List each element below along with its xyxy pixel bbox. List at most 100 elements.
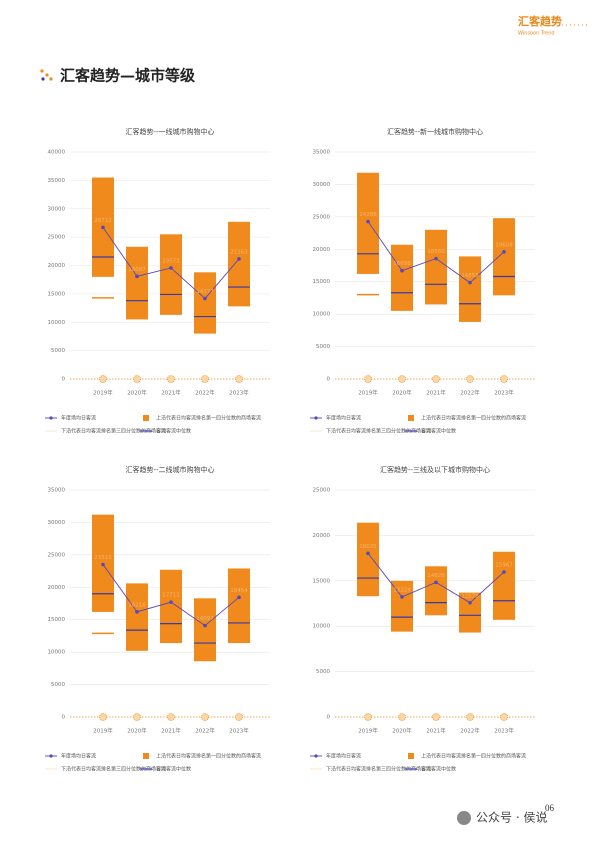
y-tick-label: 5000 [51,682,65,688]
range-bar [160,569,182,644]
range-bar [228,568,250,644]
chart-title: 汇客趋势--新一线城市购物中心 [387,127,483,136]
value-label: 13224 [393,587,411,593]
range-bar [194,598,216,662]
y-tick-label: 35000 [313,150,331,156]
x-tick-label: 2023年 [229,389,249,397]
axis-marker [500,713,508,721]
value-label: 15967 [495,563,513,569]
y-tick-label: 20000 [313,533,331,539]
legend-swatch [314,416,318,420]
legend-label: 上沿代表日均客流排名第一四分位数的商场客流 [156,415,261,422]
value-label: 18087 [128,267,146,273]
mean-point [135,274,139,279]
legend-label: 下沿代表日均客流排名第三四分位数的商场客流 [61,766,166,773]
y-tick-label: 10000 [313,312,331,318]
chart: 汇客趋势--新一线城市购物中心 0 5000 10000 15000 20000 25000… [310,127,535,435]
value-label: 16698 [393,261,411,267]
value-label: 24286 [359,212,377,218]
legend-swatch [143,753,149,759]
legend-swatch [49,416,53,420]
value-label: 14826 [427,573,445,579]
legend-swatch [49,754,53,758]
y-tick-label: 10000 [48,320,66,326]
mean-point [434,256,438,261]
x-tick-label: 2023年 [494,389,514,397]
axis-marker [364,713,372,721]
mean-point [169,600,173,604]
axis-marker [99,375,107,383]
range-bar [493,218,515,296]
mean-point [203,296,207,301]
y-tick-label: 5000 [316,344,330,350]
value-label: 14177 [196,289,214,295]
value-label: 17711 [162,593,180,599]
axis-marker [466,375,474,383]
range-bar [228,221,250,307]
y-tick-label: 30000 [48,520,66,526]
legend-label: 下沿代表日均客流排名第三四分位数的商场客流 [326,428,431,435]
range-bar [391,580,413,632]
mean-point [101,225,105,230]
chart: 汇客趋势--一线城市购物中心 0 5000 10000 15000 20000 25000 3… [45,127,270,435]
y-tick-label: 0 [327,715,331,721]
y-tick-label: 25000 [48,552,66,558]
mean-point [203,623,207,628]
x-tick-label: 2019年 [358,727,378,735]
value-label: 14097 [196,616,214,622]
y-tick-label: 0 [62,715,66,721]
x-tick-label: 2021年 [426,727,446,735]
axis-marker [99,713,107,721]
y-tick-label: 20000 [48,263,66,269]
mean-point [366,551,370,556]
mean-point [434,580,438,585]
value-label: 23515 [94,555,112,561]
title-icon [40,69,53,81]
legend-label: 下沿代表日均客流排名第三四分位数的商场客流 [61,428,166,435]
axis-marker [432,713,440,721]
y-tick-label: 30000 [48,206,66,212]
y-tick-label: 15000 [313,578,331,584]
x-tick-label: 2019年 [93,389,113,397]
axis-marker [133,713,141,721]
mean-point [400,595,404,599]
legend-swatch [408,753,414,759]
axis-marker [167,713,175,721]
page-number: 06 [545,803,555,813]
value-label: 18454 [230,588,248,594]
axis-marker [364,375,372,383]
y-tick-label: 15000 [48,291,66,297]
axis-marker [167,375,175,383]
chart: 汇客趋势--三线及以下城市购物中心 0 5000 10000 15000 20000 250… [310,465,535,773]
mean-point [502,570,506,574]
range-bar [425,229,447,305]
x-tick-label: 2023年 [494,727,514,735]
axis-marker [235,713,243,721]
chart-title: 汇客趋势--二线城市购物中心 [125,465,214,474]
x-tick-label: 2023年 [229,727,249,735]
y-tick-label: 0 [62,377,66,383]
x-tick-label: 2020年 [127,389,147,397]
range-bar [357,172,379,274]
y-tick-label: 25000 [48,235,66,241]
legend-label: 年度场均日客流 [326,753,361,760]
value-label: 12578 [461,593,479,599]
legend-label: 日均客流中位数 [156,428,191,435]
x-tick-label: 2021年 [426,389,446,397]
range-bar [391,244,413,311]
y-tick-label: 40000 [48,150,66,156]
axis-marker [432,375,440,383]
range-bar [459,256,481,322]
y-tick-label: 20000 [313,247,331,253]
legend-label: 下沿代表日均客流排名第三四分位数的商场客流 [326,766,431,773]
mean-point [101,562,105,567]
x-tick-label: 2019年 [358,389,378,397]
y-tick-label: 0 [327,377,331,383]
x-tick-label: 2021年 [161,727,181,735]
mean-point [135,610,139,614]
y-tick-label: 35000 [48,178,66,184]
brand: 汇客趋势 [518,14,562,28]
y-tick-label: 20000 [48,585,66,591]
